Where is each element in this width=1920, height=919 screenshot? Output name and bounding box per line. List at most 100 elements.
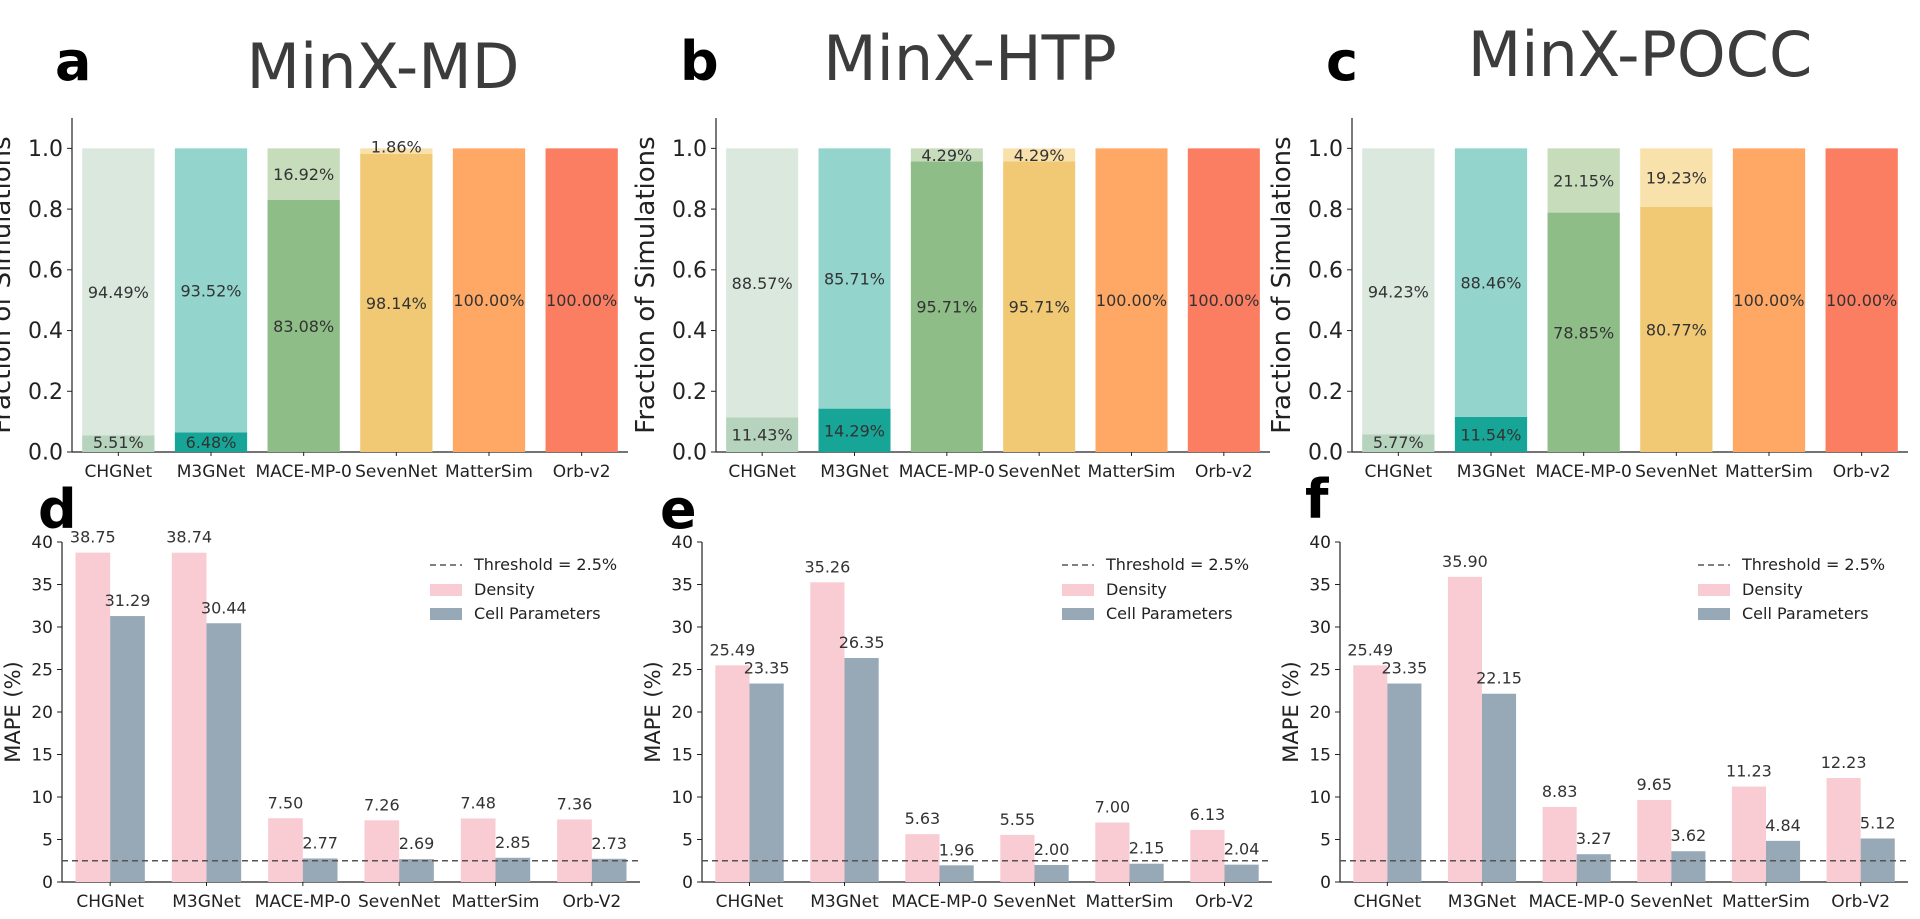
bar-label-bottom: 5.77% [1373,433,1424,452]
y-tick-label: 10 [31,788,53,808]
bar-label-bottom: 95.71% [916,298,977,317]
bar-segment-top [360,148,433,155]
bar-cell-parameters [1860,838,1895,882]
bar-density [1447,576,1482,882]
bar-segment-top [910,148,983,162]
y-tick-label: 0.4 [28,319,63,344]
bar-cell-parameters [1576,854,1611,882]
legend-label-threshold: Threshold = 2.5% [1105,555,1249,574]
y-axis-label: MAPE (%) [1,661,25,762]
bar-cell-parameters [495,857,531,882]
y-tick-label: 1.0 [1308,137,1343,162]
y-tick-label: 10 [1309,788,1331,808]
bar-density [268,818,303,882]
bar-label-top: 88.57% [732,274,793,293]
bar-segment-bottom [452,148,526,452]
bar-label-top: 21.15% [1553,171,1614,190]
bar-value-label: 2.04 [1224,840,1260,859]
y-tick-label: 0.8 [28,198,63,223]
bar-label-bottom: 100.00% [1826,291,1897,310]
bar-density [810,582,845,882]
y-tick-label: 0 [682,873,693,893]
x-tick-label: MatterSim [1088,462,1176,482]
bar-label-top: 85.71% [824,269,885,288]
x-tick-label: SevenNet [358,892,441,912]
bar-label-bottom: 100.00% [453,291,524,310]
bar-density [1190,829,1225,882]
bar-segment-bottom [1454,416,1528,452]
legend-swatch-density [1062,584,1094,596]
y-tick-label: 0.0 [28,441,63,466]
x-tick-label: MACE-MP-0 [256,462,352,482]
bar-density [557,819,592,882]
bar-value-label: 4.84 [1765,816,1801,835]
bar-label-bottom: 78.85% [1553,323,1614,342]
bar-segment-top [1547,148,1620,213]
y-tick-label: 0.6 [672,259,707,284]
bar-segment-bottom [910,161,983,452]
y-tick-label: 30 [1309,618,1331,638]
panel-letter-f: f [1305,468,1329,531]
bar-value-label: 7.50 [268,793,304,812]
x-tick-label: MatterSim [1086,892,1174,912]
y-tick-label: 0 [42,873,53,893]
bar-label-bottom: 83.08% [273,317,334,336]
legend-label-density: Density [1742,580,1803,599]
bar-label-top: 16.92% [273,165,334,184]
bar-segment-bottom [818,408,891,452]
y-tick-label: 30 [671,618,693,638]
bar-segment-bottom [1095,148,1168,452]
y-tick-label: 25 [671,660,693,680]
x-tick-label: MatterSim [1725,462,1813,482]
y-tick-label: 25 [31,660,53,680]
bar-cell-parameters [110,616,145,882]
bar-segment-top [818,148,891,409]
x-tick-label: CHGNet [84,462,152,482]
bar-label-bottom: 11.54% [1460,425,1521,444]
bar-value-label: 8.83 [1542,782,1578,801]
bar-cell-parameters [1671,851,1706,882]
x-tick-label: M3GNet [1457,462,1526,482]
legend-label-threshold: Threshold = 2.5% [473,555,617,574]
x-tick-label: Orb-V2 [1195,892,1254,912]
bar-value-label: 5.55 [1000,810,1036,829]
bar-value-label: 31.29 [105,591,151,610]
x-tick-label: MACE-MP-0 [1529,892,1625,912]
y-tick-label: 20 [1309,703,1331,723]
bar-segment-bottom [1362,434,1435,452]
panel-letter-e: e [660,478,697,541]
bar-value-label: 3.27 [1576,829,1612,848]
bar-cell-parameters [749,683,784,882]
bar-segment-top [1640,148,1713,207]
bar-value-label: 2.77 [302,833,338,852]
bar-density [460,818,496,882]
bar-segment-top [1454,148,1528,417]
y-tick-label: 40 [31,533,53,553]
bar-cell-parameters [591,858,627,882]
y-axis-label: Fraction of Simulations [1267,136,1297,433]
bar-label-top: 1.86% [371,137,422,156]
bar-value-label: 25.49 [1347,640,1393,659]
chart-minx-pocc-stacked: 0.0 0.2 0.4 0.6 0.8 1.0 Fraction of Simulation… [1267,118,1908,482]
x-tick-label: M3GNet [172,892,241,912]
x-tick-label: M3GNet [810,892,879,912]
x-tick-label: M3GNet [177,462,246,482]
y-tick-label: 0.2 [1308,380,1343,405]
bar-value-label: 7.48 [460,793,496,812]
bar-segment-top [1362,148,1435,435]
bar-label-top: 19.23% [1646,169,1707,188]
x-tick-label: MACE-MP-0 [1536,462,1632,482]
bar-cell-parameters [1034,865,1069,882]
bar-segment-bottom [1547,212,1620,452]
x-tick-label: MatterSim [452,892,540,912]
y-tick-label: 5 [1320,830,1331,850]
bar-cell-parameters [844,658,879,882]
bar-value-label: 11.23 [1726,762,1772,781]
bar-value-label: 7.00 [1095,798,1131,817]
bar-cell-parameters [1129,863,1164,882]
bar-value-label: 12.23 [1821,753,1867,772]
bar-value-label: 25.49 [709,640,755,659]
x-tick-label: SevenNet [1635,462,1718,482]
bar-density [171,552,207,882]
